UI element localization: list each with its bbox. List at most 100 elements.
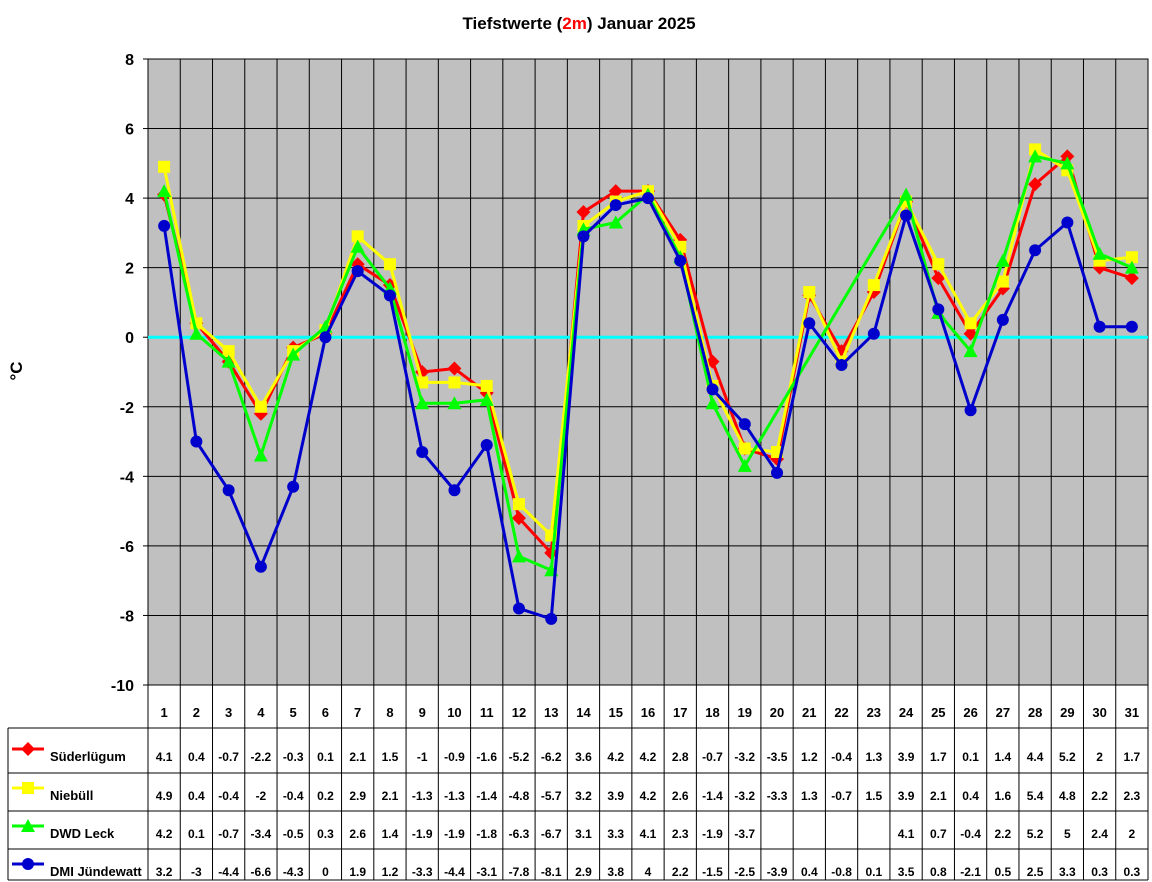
data-point [383, 258, 396, 271]
data-point [545, 612, 558, 625]
table-value: 4.1 [156, 750, 173, 764]
y-tick-label: -8 [120, 608, 134, 625]
data-point [931, 271, 946, 286]
chart-title-part: ) Januar 2025 [587, 14, 696, 33]
table-value: 4.9 [156, 789, 173, 803]
table-value: 3.8 [607, 865, 624, 879]
legend-label: Süderlügum [50, 749, 126, 764]
table-value: 4.2 [607, 750, 624, 764]
data-point [512, 498, 525, 511]
data-point [480, 439, 493, 452]
table-value: -0.4 [831, 750, 852, 764]
table-value: 0.4 [188, 789, 205, 803]
table-value: -3.1 [476, 865, 497, 879]
x-tick-label: 15 [609, 705, 623, 720]
y-tick-label: -10 [111, 678, 134, 695]
table-value: 2.5 [1027, 865, 1044, 879]
table-value: 2.6 [672, 789, 689, 803]
data-point [512, 602, 525, 615]
table-value: -0.4 [960, 827, 981, 841]
y-tick-label: 2 [125, 261, 134, 278]
data-point [319, 331, 332, 344]
table-value: -2.5 [734, 865, 755, 879]
table-value: 0.2 [317, 789, 334, 803]
data-point [674, 254, 687, 267]
data-point [577, 230, 590, 243]
legend-key-marker [21, 742, 35, 756]
data-point [544, 545, 559, 560]
y-tick-label: 6 [125, 122, 134, 139]
data-point [448, 484, 461, 497]
x-tick-label: 11 [480, 705, 494, 720]
data-point [158, 219, 171, 232]
table-value: 4.2 [640, 750, 657, 764]
table-value: 2.9 [575, 865, 592, 879]
data-point [835, 359, 848, 372]
table-value: -7.8 [509, 865, 530, 879]
table-value: 4.2 [156, 827, 173, 841]
table-value: -4.4 [218, 865, 239, 879]
data-point [190, 435, 203, 448]
table-value: 3.1 [575, 827, 592, 841]
table-value: -3.3 [412, 865, 433, 879]
table-value: 4.8 [1059, 789, 1076, 803]
table-value: -0.4 [283, 789, 304, 803]
data-point [737, 458, 752, 472]
chart-title: Tiefstwerte (2m) Januar 2025 [462, 14, 695, 33]
table-value: 0.4 [962, 789, 979, 803]
table-value: 0.7 [930, 827, 947, 841]
table-value: -2.1 [960, 865, 981, 879]
table-value: 1.4 [382, 827, 399, 841]
table-value: 0 [322, 865, 329, 879]
table-value: 5 [1064, 827, 1071, 841]
y-tick-label: -6 [120, 539, 134, 556]
data-point [221, 354, 236, 368]
data-point [899, 187, 914, 201]
table-value: 2.1 [930, 789, 947, 803]
table-value: 1.5 [865, 789, 882, 803]
legend-key-marker [22, 858, 34, 870]
data-point [416, 376, 429, 389]
data-point [705, 396, 720, 410]
data-point [1029, 244, 1042, 257]
x-tick-label: 2 [193, 705, 200, 720]
y-tick-label: 4 [125, 191, 134, 208]
table-value: -1.9 [444, 827, 465, 841]
table-value: 1.7 [930, 750, 947, 764]
table-value: 2 [1096, 750, 1103, 764]
table-value: 3.9 [898, 789, 915, 803]
y-tick-label: 0 [125, 330, 134, 347]
data-point [706, 383, 719, 396]
data-point [286, 347, 301, 361]
chart-title-part: 2m [562, 14, 587, 33]
x-tick-label: 30 [1092, 705, 1106, 720]
data-point [996, 313, 1009, 326]
table-value: -0.7 [831, 789, 852, 803]
data-point [351, 265, 364, 278]
table-value: -0.9 [444, 750, 465, 764]
table-value: -6.7 [541, 827, 562, 841]
table-value: 5.2 [1027, 827, 1044, 841]
table-value: 4.1 [640, 827, 657, 841]
x-tick-label: 13 [544, 705, 558, 720]
table-value: 3.9 [898, 750, 915, 764]
table-value: 1.6 [994, 789, 1011, 803]
x-tick-label: 31 [1125, 705, 1139, 720]
table-value: -4.8 [509, 789, 530, 803]
table-value: 5.2 [1059, 750, 1076, 764]
table-value: 2.6 [349, 827, 366, 841]
table-value: -4.4 [444, 865, 465, 879]
table-value: 0.1 [962, 750, 979, 764]
table-value: 3.2 [575, 789, 592, 803]
data-point [480, 379, 493, 392]
data-point [576, 205, 591, 220]
table-value: -0.7 [702, 750, 723, 764]
table-value: -4.3 [283, 865, 304, 879]
table-value: 1.5 [382, 750, 399, 764]
x-tick-label: 29 [1060, 705, 1074, 720]
table-value: 0.8 [930, 865, 947, 879]
data-point [254, 400, 267, 413]
data-point [351, 230, 364, 243]
data-point [253, 448, 268, 462]
